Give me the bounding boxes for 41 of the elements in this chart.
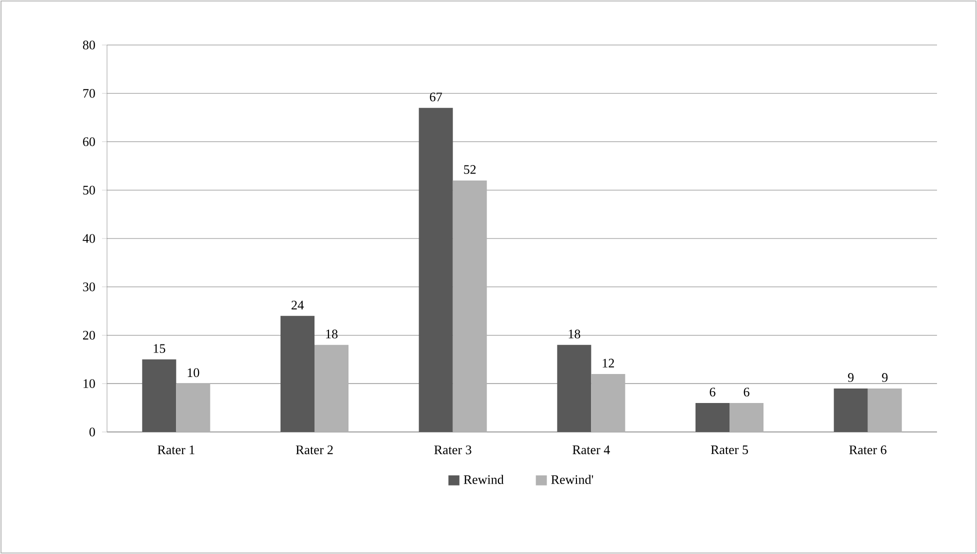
data-label: 9 — [882, 373, 888, 382]
x-tick-label: Rater 4 — [572, 446, 610, 454]
y-tick-label: 10 — [84, 379, 95, 388]
data-label: 6 — [744, 388, 750, 396]
bar — [696, 402, 730, 432]
data-label: 10 — [188, 368, 200, 378]
bar — [868, 388, 902, 432]
y-tick-label: 60 — [83, 137, 95, 146]
bar — [591, 374, 626, 432]
bar — [452, 180, 487, 432]
bar — [176, 384, 210, 432]
x-tick-label: Rater 5 — [710, 446, 748, 454]
bar — [730, 402, 764, 432]
x-tick-label: Rater 3 — [434, 446, 472, 454]
bar — [142, 359, 176, 432]
data-label: 18 — [568, 330, 580, 338]
y-tick-label: 30 — [83, 282, 95, 292]
x-tick-label: Rater 2 — [296, 446, 333, 454]
y-tick-label: 0 — [89, 428, 95, 436]
bar — [834, 388, 868, 432]
bar — [557, 344, 592, 432]
data-label: 15 — [154, 344, 166, 353]
bar — [280, 316, 315, 432]
data-label: 67 — [430, 92, 442, 102]
y-tick-label: 40 — [82, 234, 95, 243]
y-tick-label: 20 — [83, 330, 95, 340]
data-label: 52 — [464, 165, 476, 174]
bar — [314, 344, 349, 432]
x-tick-label: Rater 1 — [158, 446, 194, 454]
legend-label: Rewind — [464, 474, 504, 484]
x-tick-label: Rater 6 — [849, 446, 886, 454]
data-label: 24 — [292, 300, 304, 310]
y-tick-label: 50 — [83, 186, 95, 194]
data-label: 9 — [848, 373, 854, 382]
data-label: 6 — [710, 388, 716, 396]
y-tick-label: 70 — [83, 88, 95, 98]
data-label: 18 — [326, 330, 338, 338]
y-tick-label: 80 — [82, 40, 95, 50]
data-label: 12 — [602, 358, 614, 368]
bar — [418, 108, 453, 432]
legend-label: Rewind' — [551, 474, 594, 484]
